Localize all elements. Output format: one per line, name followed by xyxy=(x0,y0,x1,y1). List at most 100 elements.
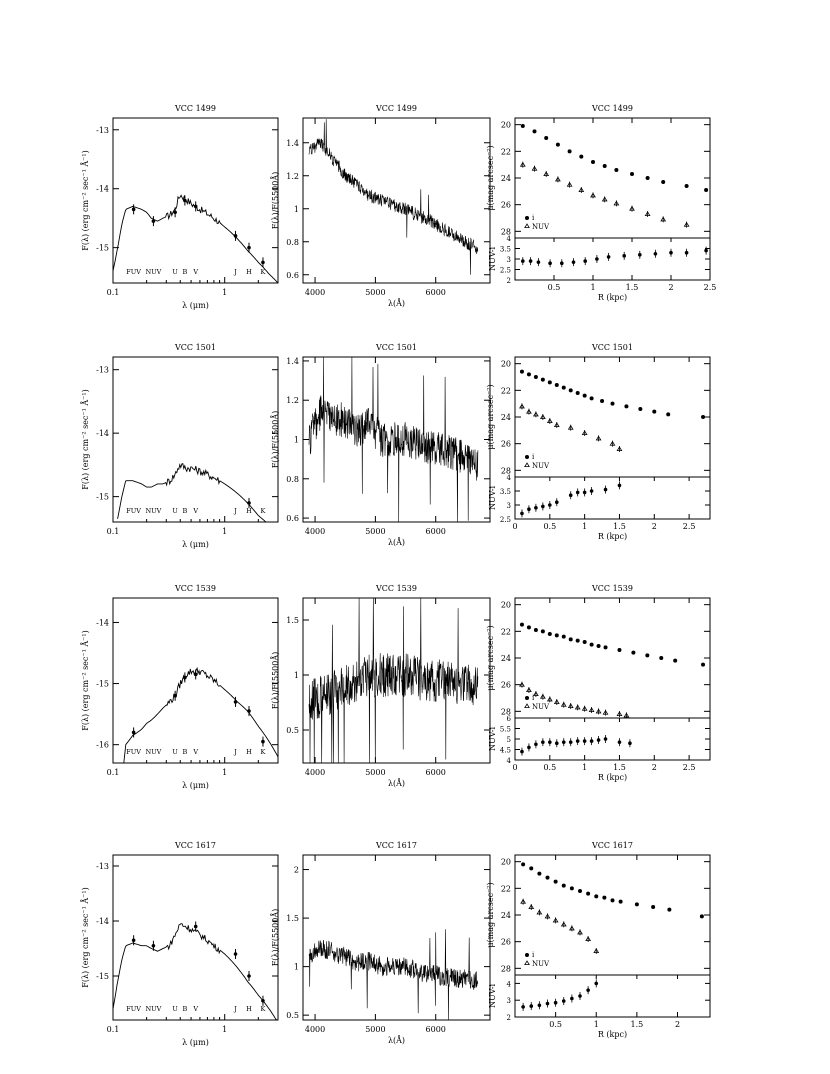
profile-point-i xyxy=(526,625,531,630)
colour-point xyxy=(595,257,599,261)
profile-ytick-label: 22 xyxy=(501,627,511,636)
profile-xtick-label: 0.5 xyxy=(548,283,561,292)
spectrum-ytick-label: 1.4 xyxy=(286,357,299,366)
profile-point-i xyxy=(591,160,595,164)
colour-point xyxy=(548,503,552,507)
colour-point xyxy=(582,490,587,495)
colour-point xyxy=(628,741,632,745)
sed-band-label: NUV xyxy=(145,268,161,276)
profile-xtick-label: 1 xyxy=(594,1020,599,1029)
sed-photometry-point xyxy=(193,204,198,209)
spectrum-xlabel: λ(Å) xyxy=(388,299,405,308)
colour-point xyxy=(561,999,566,1003)
profile-point-i xyxy=(567,149,572,154)
profile-point-i xyxy=(553,879,558,884)
colour-point xyxy=(578,994,582,998)
sed-xlabel: λ (μm) xyxy=(182,1038,209,1047)
sed-band-label: U xyxy=(172,1005,178,1013)
sed-photometry-point xyxy=(247,501,251,505)
row-panel-group: VCC 1617 -13 -14 -15 0.1 1 λ (μm) F(λ) (erg cm⁻… xyxy=(81,841,711,1047)
profile-point-i xyxy=(645,176,650,180)
sed-band-label: K xyxy=(261,507,266,515)
sed-ytick-label: -13 xyxy=(96,862,109,871)
profile-xtick-label: 0 xyxy=(512,763,517,772)
sed-band-label: V xyxy=(192,268,198,276)
profile-point-i xyxy=(614,168,619,172)
spectrum-line xyxy=(308,929,479,1021)
profile-point-i xyxy=(617,648,622,652)
profile-point-nuv xyxy=(593,948,600,953)
spectrum-panel: VCC 1539 0.5 1 1.5 4000 5000 6000 λ(Å) F(λ)/F(55… xyxy=(271,584,491,788)
spectrum-ytick-label: 0.6 xyxy=(286,514,299,523)
profile-point-nuv xyxy=(585,936,592,941)
profile-xtick-label: 1.5 xyxy=(626,283,639,292)
sed-panel: VCC 1499 -13 -14 -15 0.1 1 λ (μm) F(λ) (erg cm⁻… xyxy=(81,104,279,310)
colour-point xyxy=(575,739,580,743)
colour-point xyxy=(554,741,559,745)
profile-point-nuv xyxy=(546,696,553,702)
spectrum-ytick-label: 1.2 xyxy=(286,396,299,405)
profile-point-i xyxy=(624,404,629,409)
profile-point-i xyxy=(561,883,566,888)
profile-point-i xyxy=(589,396,594,401)
profile-point-nuv xyxy=(683,221,690,227)
legend-marker-nuv xyxy=(524,960,530,965)
legend-label-nuv: NUV xyxy=(532,960,550,968)
sed-photometry-point xyxy=(131,207,136,212)
profile-title: VCC 1617 xyxy=(591,841,633,850)
spectrum-xtick-label: 4000 xyxy=(305,527,325,536)
sed-band-label: V xyxy=(192,1005,198,1013)
colour-ytick-label: 2.5 xyxy=(500,267,511,275)
profile-xtick-label: 1 xyxy=(590,283,595,292)
sed-band-label: NUV xyxy=(145,507,161,515)
colour-ylabel: NUV-i xyxy=(488,727,497,751)
profile-point-i xyxy=(652,409,657,414)
spectrum-xtick-label: 6000 xyxy=(426,768,446,777)
profile-point-nuv xyxy=(588,707,595,712)
spectrum-frame xyxy=(302,117,491,284)
spectrum-ytick-label: 1 xyxy=(294,436,299,445)
profile-point-i xyxy=(651,905,656,909)
profile-xlabel: R (kpc) xyxy=(598,532,627,541)
sed-ytick-label: -15 xyxy=(96,244,109,253)
colour-ytick-label: 5.5 xyxy=(500,726,511,734)
colour-point xyxy=(582,739,587,743)
sed-panel: VCC 1501 -13 -14 -15 0.1 1 λ (μm) F(λ) (erg cm⁻… xyxy=(81,343,279,549)
profile-point-nuv xyxy=(574,704,581,710)
profile-point-i xyxy=(545,875,550,880)
sed-panel: VCC 1617 -13 -14 -15 0.1 1 λ (μm) F(λ) (erg cm⁻… xyxy=(81,841,279,1047)
profile-point-i xyxy=(661,180,666,184)
spectrum-ytick-label: 2 xyxy=(294,866,299,875)
profile-ytick-label: 24 xyxy=(501,911,511,920)
profile-point-i xyxy=(610,401,615,406)
colour-ytick-label: 4 xyxy=(507,757,512,765)
spectrum-xtick-label: 4000 xyxy=(305,768,325,777)
sed-photometry-point xyxy=(233,952,238,956)
profile-point-i xyxy=(547,632,552,636)
row-panel-group: VCC 1501 -13 -14 -15 0.1 1 λ (μm) F(λ) (erg cm⁻… xyxy=(81,343,711,549)
profile-point-i xyxy=(540,629,545,634)
profile-xtick-label: 2 xyxy=(675,1020,680,1029)
colour-point xyxy=(541,504,545,509)
colour-point xyxy=(541,740,545,744)
profile-point-nuv xyxy=(544,913,551,919)
colour-ytick-label: 4 xyxy=(507,474,512,482)
profile-point-i xyxy=(704,188,709,192)
spectrum-ytick-label: 1.2 xyxy=(286,172,299,181)
profile-ytick-label: 20 xyxy=(501,858,511,867)
profile-point-i xyxy=(602,895,607,900)
profile-point-i xyxy=(554,633,559,638)
colour-ytick-label: 2 xyxy=(507,277,511,285)
colour-point xyxy=(521,1005,525,1009)
colour-point xyxy=(529,1004,534,1008)
spectrum-ytick-label: 0.8 xyxy=(286,475,299,484)
profile-xtick-label: 1 xyxy=(582,522,587,531)
profile-point-i xyxy=(532,129,537,134)
colour-point xyxy=(534,742,538,747)
sed-band-label: K xyxy=(261,1005,266,1013)
sed-band-label: V xyxy=(192,748,198,756)
sed-photometry-point xyxy=(247,245,251,250)
colour-ytick-label: 4 xyxy=(507,980,512,988)
legend-marker-nuv xyxy=(524,703,530,708)
sed-ytick-label: -14 xyxy=(96,185,109,194)
